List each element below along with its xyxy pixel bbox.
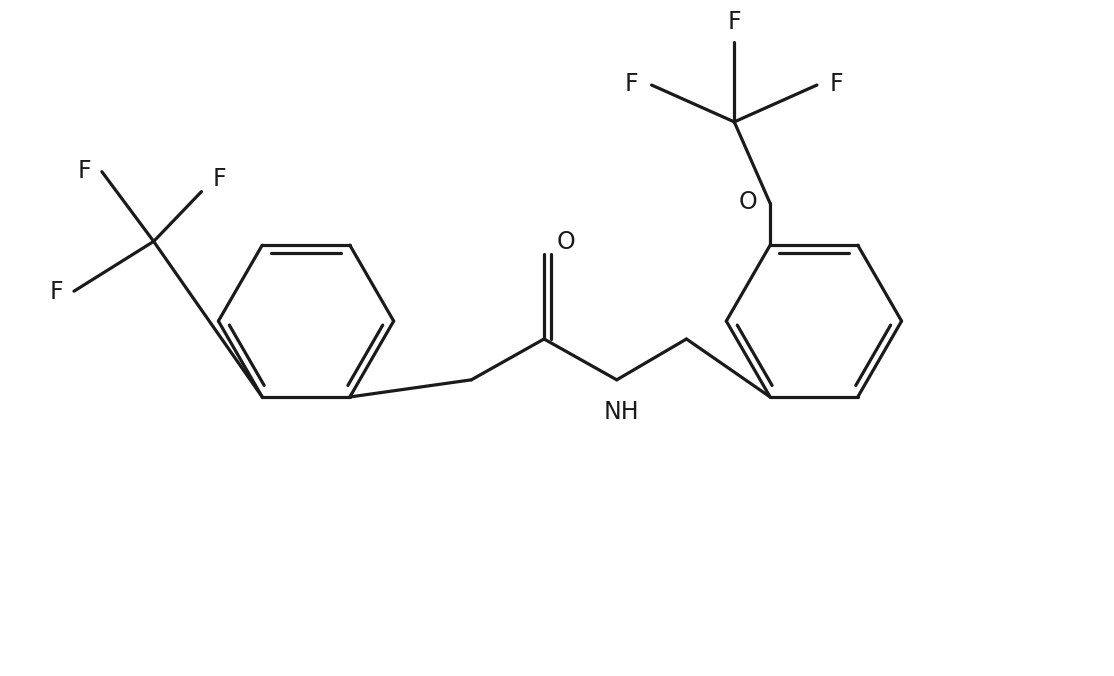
Text: F: F (625, 72, 638, 96)
Text: F: F (830, 72, 843, 96)
Text: NH: NH (604, 400, 639, 424)
Text: F: F (77, 159, 90, 183)
Text: O: O (557, 231, 575, 254)
Text: O: O (739, 191, 758, 214)
Text: F: F (213, 167, 226, 191)
Text: F: F (49, 280, 62, 304)
Text: F: F (727, 10, 741, 34)
